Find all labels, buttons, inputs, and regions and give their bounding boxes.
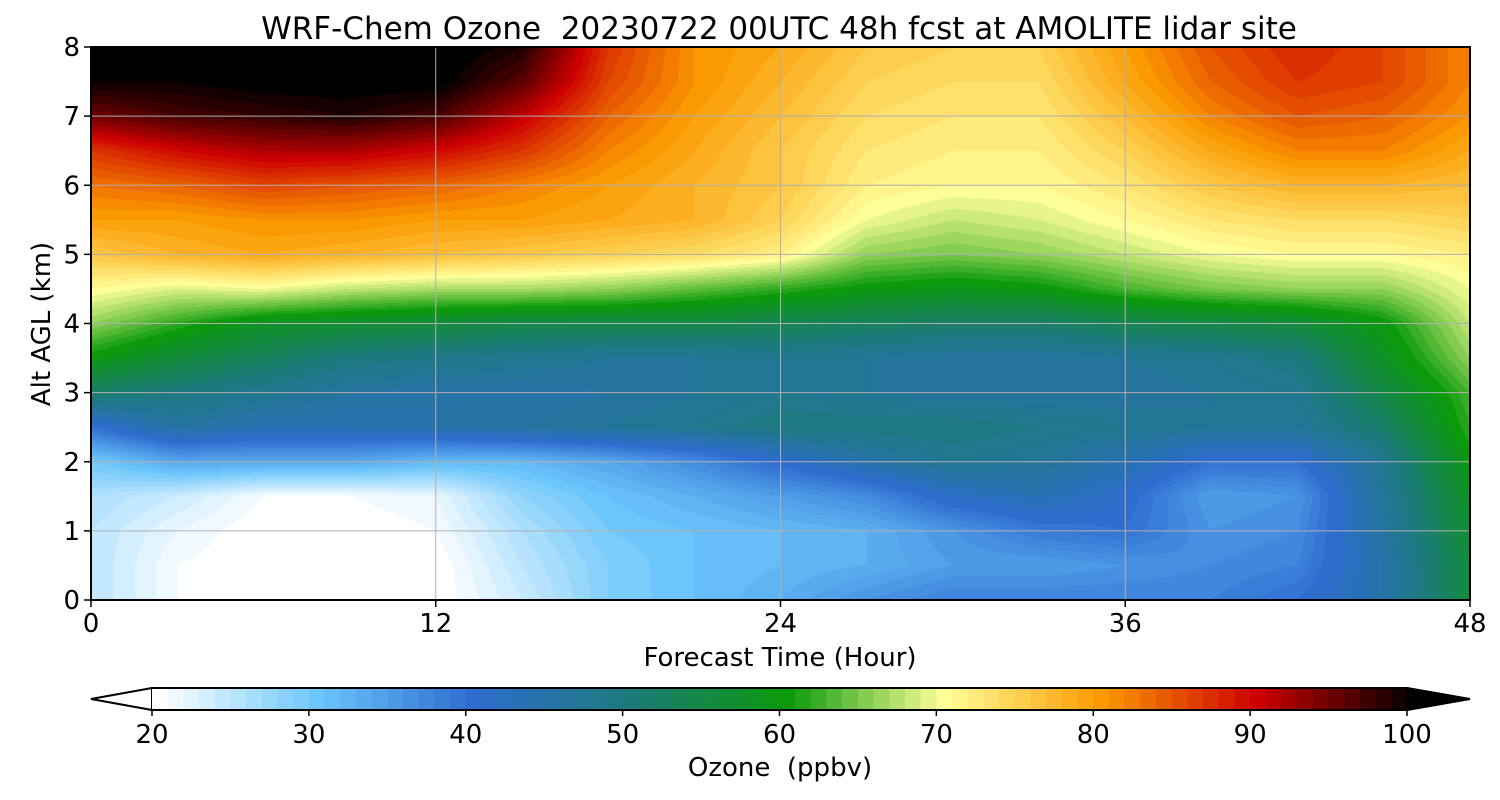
y-tick-label: 6: [63, 171, 80, 201]
y-axis: 0 1 2 3 4 5 6 7 8: [63, 33, 91, 616]
y-tick-label: 4: [63, 310, 80, 340]
x-tick-label: 36: [1109, 609, 1142, 639]
chart-title: WRF-Chem Ozone 20230722 00UTC 48h fcst a…: [261, 11, 1297, 47]
colorbar-tick-label: 30: [292, 720, 325, 750]
colorbar-tick-label: 40: [449, 720, 482, 750]
x-tick-label: 24: [764, 609, 797, 639]
colorbar: 20 30 40 50 60 70 80 90 100 Ozone (ppbv): [90, 686, 1471, 783]
y-tick-label: 5: [63, 240, 80, 270]
colorbar-body: [152, 688, 1407, 710]
x-axis: 0 12 24 36 48: [83, 600, 1487, 639]
colorbar-tick-label: 80: [1077, 720, 1110, 750]
colorbar-tick-label: 20: [135, 720, 168, 750]
x-axis-label: Forecast Time (Hour): [643, 643, 916, 673]
x-tick-label: 12: [419, 609, 452, 639]
colorbar-tick-label: 50: [606, 720, 639, 750]
y-tick-label: 3: [63, 379, 80, 409]
y-tick-label: 1: [63, 517, 80, 547]
colorbar-low-extension: [90, 686, 153, 712]
x-tick-label: 0: [83, 609, 100, 639]
y-tick-label: 0: [63, 586, 80, 616]
y-tick-label: 8: [63, 33, 80, 63]
colorbar-tick-label: 70: [920, 720, 953, 750]
colorbar-high-extension: [1406, 686, 1471, 712]
colorbar-tick-label: 100: [1382, 720, 1432, 750]
colorbar-ticks: 20 30 40 50 60 70 80 90 100: [135, 710, 1432, 750]
colorbar-tick-label: 60: [763, 720, 796, 750]
colorbar-label: Ozone (ppbv): [688, 753, 872, 783]
x-tick-label: 48: [1453, 609, 1486, 639]
colorbar-tick-label: 90: [1234, 720, 1267, 750]
y-axis-label: Alt AGL (km): [27, 242, 57, 406]
y-tick-label: 2: [63, 448, 80, 478]
y-tick-label: 7: [63, 102, 80, 132]
